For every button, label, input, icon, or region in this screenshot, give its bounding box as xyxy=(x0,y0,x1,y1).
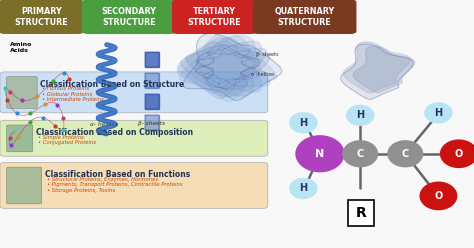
Ellipse shape xyxy=(289,178,318,199)
Text: H: H xyxy=(356,110,365,120)
Text: Classification Based on Functions: Classification Based on Functions xyxy=(45,170,190,179)
Polygon shape xyxy=(145,94,159,109)
Text: • Structural Proteins, Enzymes, Hormones: • Structural Proteins, Enzymes, Hormones xyxy=(47,177,158,182)
FancyBboxPatch shape xyxy=(7,167,42,204)
FancyBboxPatch shape xyxy=(0,72,268,113)
Text: β- sheets: β- sheets xyxy=(138,122,165,126)
FancyBboxPatch shape xyxy=(7,77,37,108)
Polygon shape xyxy=(185,37,270,97)
Text: • Fibrous Proteins: • Fibrous Proteins xyxy=(43,86,90,91)
Text: • Simple Proteins: • Simple Proteins xyxy=(38,135,84,140)
Polygon shape xyxy=(353,46,415,93)
Text: Classification Based on Composition: Classification Based on Composition xyxy=(36,128,193,137)
Ellipse shape xyxy=(295,135,345,172)
Polygon shape xyxy=(178,41,262,93)
Text: O: O xyxy=(434,191,443,201)
Ellipse shape xyxy=(424,102,453,124)
Text: QUATERNARY
STRUCTURE: QUATERNARY STRUCTURE xyxy=(274,7,335,27)
Text: α -helices: α -helices xyxy=(251,72,275,77)
Ellipse shape xyxy=(342,140,378,167)
Polygon shape xyxy=(145,115,159,130)
Text: β- sheets: β- sheets xyxy=(256,52,278,57)
Text: C: C xyxy=(401,149,409,159)
Ellipse shape xyxy=(289,112,318,133)
Text: PRIMARY
STRUCTURE: PRIMARY STRUCTURE xyxy=(15,7,68,27)
Polygon shape xyxy=(343,42,410,93)
Polygon shape xyxy=(145,52,159,67)
Text: H: H xyxy=(299,184,308,193)
Text: TERTIARY
STRUCTURE: TERTIARY STRUCTURE xyxy=(188,7,241,27)
FancyBboxPatch shape xyxy=(82,0,176,34)
Text: • Storage Proteins, Toxins: • Storage Proteins, Toxins xyxy=(47,188,115,193)
FancyBboxPatch shape xyxy=(172,0,257,34)
Text: • Pigments, Transport Proteins, Contractile Proteins: • Pigments, Transport Proteins, Contract… xyxy=(47,182,182,187)
Text: α- helices: α- helices xyxy=(90,122,118,126)
FancyBboxPatch shape xyxy=(0,0,84,34)
FancyBboxPatch shape xyxy=(7,125,33,152)
Polygon shape xyxy=(183,33,282,100)
Text: H: H xyxy=(299,118,308,128)
Polygon shape xyxy=(341,44,413,99)
Text: Classification Based on Structure: Classification Based on Structure xyxy=(40,80,184,89)
Polygon shape xyxy=(181,38,266,96)
FancyBboxPatch shape xyxy=(253,0,356,34)
Polygon shape xyxy=(145,73,159,88)
Text: C: C xyxy=(356,149,364,159)
Ellipse shape xyxy=(346,105,374,126)
Ellipse shape xyxy=(387,140,423,167)
Polygon shape xyxy=(179,32,277,101)
Text: • Globular Proteins: • Globular Proteins xyxy=(43,92,93,97)
Text: O: O xyxy=(455,149,463,159)
Text: R: R xyxy=(356,206,367,220)
FancyBboxPatch shape xyxy=(0,120,268,156)
Ellipse shape xyxy=(419,182,457,210)
FancyBboxPatch shape xyxy=(348,200,374,226)
Ellipse shape xyxy=(440,139,474,168)
Text: • Intermediate Proteins: • Intermediate Proteins xyxy=(43,97,104,102)
Text: Amino
Acids: Amino Acids xyxy=(9,42,32,53)
Polygon shape xyxy=(177,35,270,99)
Text: SECONDARY
STRUCTURE: SECONDARY STRUCTURE xyxy=(101,7,157,27)
Text: H: H xyxy=(434,108,443,118)
Text: N: N xyxy=(315,149,325,159)
Text: • Conjugated Proteins: • Conjugated Proteins xyxy=(38,140,96,145)
FancyBboxPatch shape xyxy=(0,162,268,208)
